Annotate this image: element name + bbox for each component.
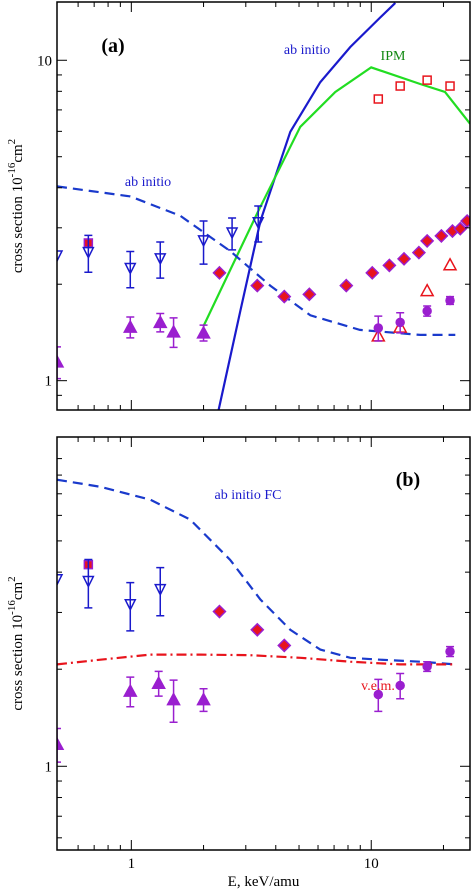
y-label-sup: -16	[6, 162, 18, 177]
marker	[395, 81, 405, 91]
y-tick-label: 1	[45, 759, 53, 775]
marker	[422, 75, 432, 85]
error-bar	[126, 581, 135, 632]
marker	[411, 245, 426, 260]
x-tick-label: 1	[128, 856, 136, 872]
plot-frame	[56, 1, 471, 411]
x-axis-label: E, keV/amu	[228, 874, 300, 890]
marker	[212, 265, 227, 280]
marker	[395, 317, 405, 328]
annotation: ab initio FC	[215, 488, 282, 503]
marker	[419, 283, 435, 297]
y-axis-label: cross section 10-16cm2	[6, 576, 26, 710]
marker	[154, 253, 167, 266]
marker	[382, 258, 397, 273]
marker	[225, 227, 239, 240]
marker	[373, 94, 384, 104]
marker	[82, 575, 95, 589]
series-line	[57, 478, 456, 666]
marker	[442, 257, 458, 271]
marker	[277, 638, 292, 653]
error-bar	[156, 241, 165, 279]
annotation: ab initio	[125, 175, 171, 190]
plot-frame	[56, 436, 471, 851]
marker	[373, 689, 384, 700]
marker	[445, 646, 455, 657]
marker	[82, 246, 95, 260]
marker	[420, 233, 435, 248]
error-bar	[126, 250, 135, 289]
marker	[396, 251, 412, 266]
error-bar	[84, 558, 93, 609]
marker	[422, 306, 432, 316]
marker	[123, 319, 138, 333]
marker	[453, 221, 468, 236]
marker	[445, 295, 455, 306]
annotation: (b)	[396, 469, 420, 491]
series-line	[217, 2, 397, 410]
y-tick-label: 1	[45, 374, 53, 390]
y-label-text: cross section 10	[10, 177, 26, 273]
annotation: v.e.m.	[361, 679, 395, 694]
marker	[250, 278, 265, 293]
marker	[57, 573, 64, 587]
marker	[166, 324, 181, 338]
marker	[445, 81, 455, 91]
error-bar	[254, 205, 263, 243]
marker	[212, 604, 227, 619]
marker	[277, 289, 292, 304]
plot-area	[57, 478, 456, 763]
error-bar	[57, 727, 61, 763]
annotation: (a)	[101, 35, 124, 57]
marker	[124, 262, 137, 276]
marker	[57, 354, 65, 368]
marker	[250, 622, 265, 637]
y-label-unit-sup: 2	[6, 139, 18, 145]
series-line	[202, 66, 470, 327]
marker	[373, 323, 384, 333]
marker	[252, 217, 265, 230]
marker	[124, 598, 137, 612]
series-line	[57, 653, 456, 666]
series-line	[57, 185, 456, 336]
marker	[196, 692, 211, 706]
marker	[166, 692, 181, 706]
marker	[302, 287, 317, 302]
marker	[196, 325, 211, 339]
error-bar	[57, 346, 61, 380]
marker	[197, 235, 210, 248]
y-tick-label: 10	[37, 53, 52, 69]
marker	[154, 583, 167, 597]
marker	[460, 213, 470, 229]
y-label-unit-sup: 2	[6, 576, 18, 582]
plot-area	[57, 2, 470, 410]
y-label-sup: -16	[6, 600, 18, 615]
error-bar	[199, 220, 208, 265]
marker	[339, 278, 354, 293]
error-bar	[156, 566, 165, 617]
marker	[365, 265, 380, 280]
x-tick-label: 10	[364, 856, 379, 872]
marker	[123, 683, 138, 697]
marker	[395, 680, 405, 691]
error-bar	[84, 234, 93, 273]
marker	[57, 736, 65, 751]
marker	[422, 661, 432, 672]
annotation: IPM	[381, 49, 406, 64]
marker	[152, 314, 168, 329]
y-label-text: cross section 10	[10, 615, 26, 711]
y-label-unit: cm	[10, 582, 26, 601]
y-label-unit: cm	[10, 144, 26, 163]
annotation: ab initio	[284, 43, 330, 58]
error-bar	[228, 217, 237, 251]
marker	[57, 250, 64, 263]
marker	[434, 228, 449, 243]
marker	[151, 675, 166, 689]
y-axis-label: cross section 10-16cm2	[6, 139, 26, 273]
